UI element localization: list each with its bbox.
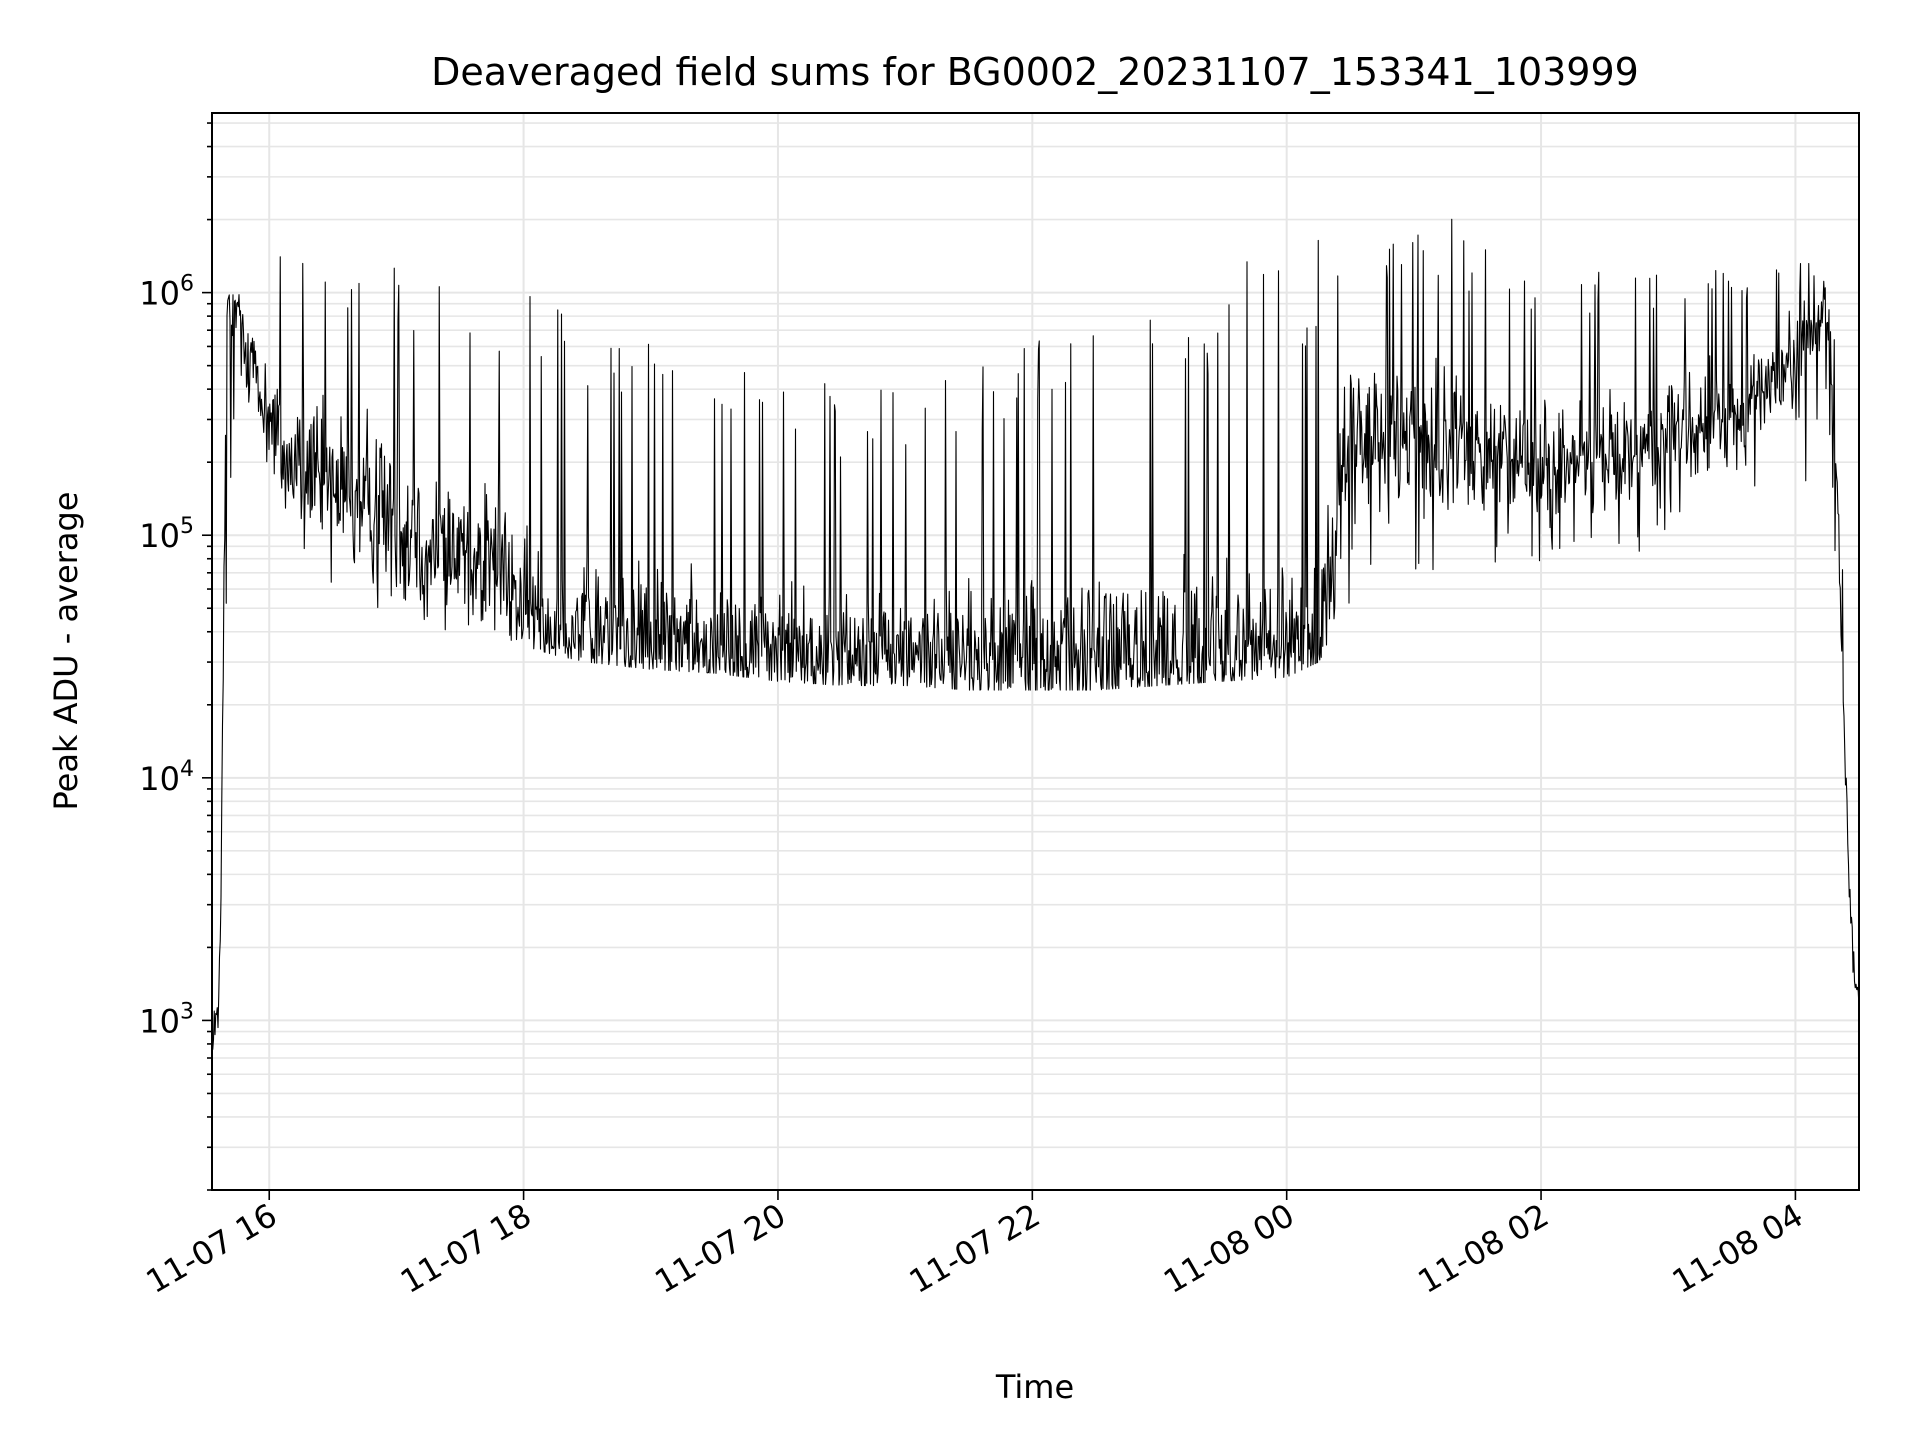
y-tick-label: 103 (139, 999, 194, 1040)
x-axis: 11-07 16 11-07 18 11-07 20 11-07 22 11-08 00… (140, 1190, 1810, 1301)
y-axis: 103 104 105 106 (139, 122, 212, 1191)
x-tick-label: 11-07 22 (903, 1196, 1047, 1301)
series-layer (211, 218, 1860, 1050)
x-tick-label: 11-08 00 (1157, 1196, 1301, 1301)
chart-title: Deaveraged field sums for BG0002_2023110… (431, 50, 1639, 94)
y-axis-label: Peak ADU - average (47, 492, 85, 811)
x-tick-label: 11-07 18 (394, 1196, 538, 1301)
grid (212, 113, 1859, 1191)
x-axis-label: Time (995, 1368, 1074, 1406)
x-tick-label: 11-08 04 (1666, 1196, 1810, 1301)
x-tick-label: 11-07 16 (140, 1196, 284, 1301)
y-tick-label: 105 (139, 514, 194, 555)
series-line (211, 218, 1860, 1050)
x-tick-label: 11-08 02 (1411, 1196, 1555, 1301)
x-tick-label: 11-07 20 (648, 1196, 792, 1301)
plot-frame (211, 112, 1860, 1191)
y-tick-label: 106 (139, 272, 194, 313)
y-tick-label: 104 (139, 757, 194, 798)
